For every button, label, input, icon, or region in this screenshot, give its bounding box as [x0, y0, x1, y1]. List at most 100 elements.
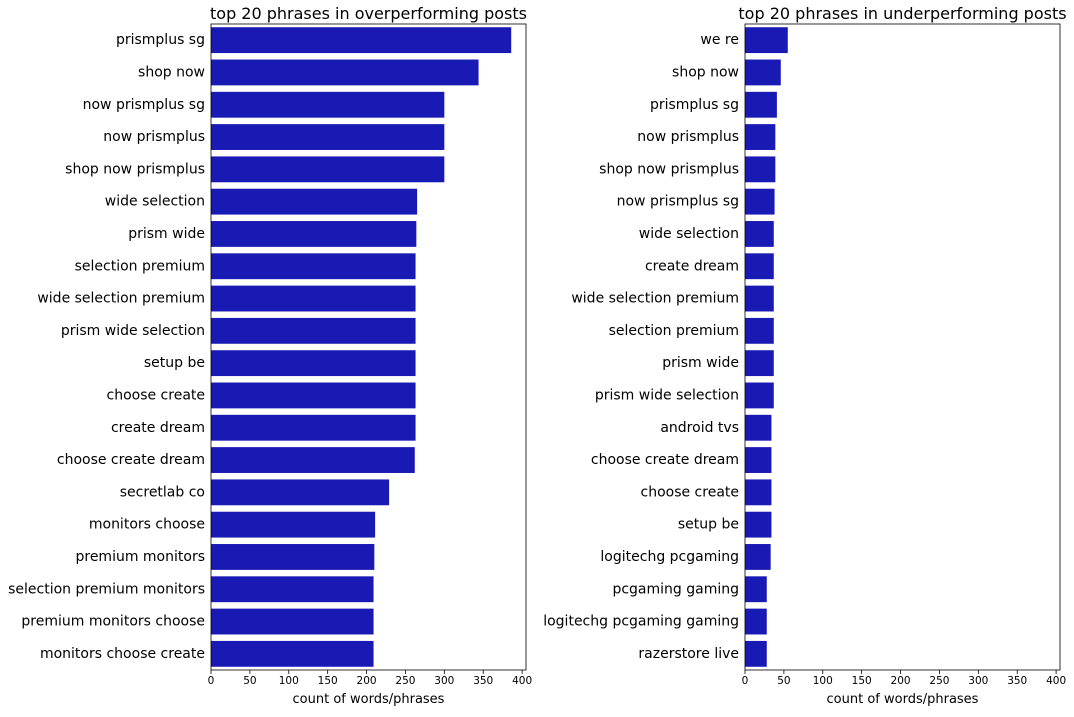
x-tick-label-1: 50 [243, 675, 256, 687]
category-label-3: prismplus sg [650, 97, 739, 113]
category-label-7: prism wide [128, 226, 205, 242]
x-tick-label-4: 200 [891, 675, 911, 687]
category-label-6: now prismplus sg [617, 194, 739, 210]
bar-19 [745, 608, 767, 635]
category-label-5: shop now prismplus [65, 161, 205, 177]
category-label-14: choose create dream [57, 452, 205, 468]
bar-14 [745, 447, 772, 473]
bar-1 [211, 27, 512, 54]
category-label-8: selection premium [75, 258, 205, 274]
category-label-5: shop now prismplus [599, 161, 739, 177]
bar-8 [745, 253, 774, 280]
axes-frame [744, 23, 1061, 671]
category-label-15: secretlab co [120, 484, 205, 500]
category-label-13: create dream [111, 420, 205, 436]
category-label-20: razerstore live [638, 646, 739, 662]
x-tick-label-8: 400 [512, 675, 532, 687]
bar-12 [745, 382, 774, 409]
category-label-16: monitors choose [89, 517, 205, 533]
bar-13 [211, 414, 416, 441]
category-label-18: pcgaming gaming [612, 581, 739, 597]
chart-left: prismplus sg shop now now prismplus sg now … [8, 4, 532, 707]
x-tick-label-0: 0 [208, 675, 215, 687]
bar-4 [211, 124, 445, 150]
category-label-6: wide selection [105, 194, 205, 210]
x-tick-label-3: 150 [318, 675, 338, 687]
bar-14 [211, 447, 415, 473]
bar-17 [745, 544, 771, 570]
x-tick-label-5: 250 [929, 675, 949, 687]
bar-13 [745, 414, 772, 441]
category-label-2: shop now [672, 64, 739, 80]
bar-18 [211, 576, 374, 603]
x-tick-label-0: 0 [742, 675, 749, 687]
bar-15 [211, 479, 390, 506]
bar-10 [211, 317, 416, 344]
x-tick-label-3: 150 [852, 675, 872, 687]
category-label-10: prism wide selection [61, 323, 205, 339]
category-label-8: create dream [645, 258, 739, 274]
bar-9 [745, 285, 774, 312]
category-label-10: selection premium [609, 323, 739, 339]
bar-20 [745, 640, 767, 667]
bar-8 [211, 253, 416, 280]
category-label-19: premium monitors choose [21, 614, 205, 630]
bar-5 [745, 156, 776, 183]
bar-18 [745, 576, 767, 603]
category-label-1: we re [700, 32, 739, 48]
category-label-16: setup be [678, 517, 739, 533]
bar-2 [211, 59, 479, 86]
bar-4 [745, 124, 776, 150]
bar-11 [211, 350, 416, 377]
x-tick-label-1: 50 [777, 675, 790, 687]
x-axis-label: count of words/phrases [293, 692, 445, 707]
bar-12 [211, 382, 416, 409]
category-label-4: now prismplus [103, 129, 205, 145]
bar-9 [211, 285, 416, 312]
category-label-12: choose create [107, 387, 206, 403]
bar-17 [211, 544, 375, 570]
bar-11 [745, 350, 774, 377]
category-label-4: now prismplus [637, 129, 739, 145]
category-label-15: choose create [641, 484, 740, 500]
x-tick-label-5: 250 [395, 675, 415, 687]
category-label-9: wide selection premium [571, 291, 739, 307]
category-label-11: prism wide [662, 355, 739, 371]
category-label-3: now prismplus sg [83, 97, 205, 113]
category-label-13: android tvs [660, 420, 739, 436]
bar-6 [211, 188, 418, 215]
category-label-20: monitors choose create [40, 646, 205, 662]
chart-title: top 20 phrases in overperforming posts [210, 4, 527, 23]
category-label-1: prismplus sg [116, 32, 205, 48]
category-label-2: shop now [138, 64, 205, 80]
x-tick-label-6: 300 [434, 675, 454, 687]
x-tick-label-2: 100 [813, 675, 833, 687]
category-label-11: setup be [144, 355, 205, 371]
chart-right: we re shop now prismplus sg now prismplus sh… [543, 4, 1066, 707]
bar-7 [211, 221, 417, 247]
category-label-17: logitechg pcgaming [600, 549, 739, 565]
bar-2 [745, 59, 781, 86]
chart-title: top 20 phrases in underperforming posts [738, 4, 1066, 23]
bar-16 [211, 511, 376, 538]
bar-7 [745, 221, 774, 247]
bar-1 [745, 27, 788, 54]
category-label-18: selection premium monitors [8, 581, 205, 597]
bar-15 [745, 479, 772, 506]
x-tick-label-7: 350 [1007, 675, 1027, 687]
x-tick-label-2: 100 [279, 675, 299, 687]
bar-20 [211, 640, 374, 667]
bar-3 [745, 91, 777, 118]
axes-frame [210, 23, 527, 671]
bar-16 [745, 511, 772, 538]
x-tick-label-8: 400 [1046, 675, 1066, 687]
bar-10 [745, 317, 774, 344]
category-label-19: logitechg pcgaming gaming [543, 614, 739, 630]
bar-6 [745, 188, 775, 215]
bar-5 [211, 156, 445, 183]
bar-3 [211, 91, 445, 118]
bar-19 [211, 608, 374, 635]
category-label-14: choose create dream [591, 452, 739, 468]
